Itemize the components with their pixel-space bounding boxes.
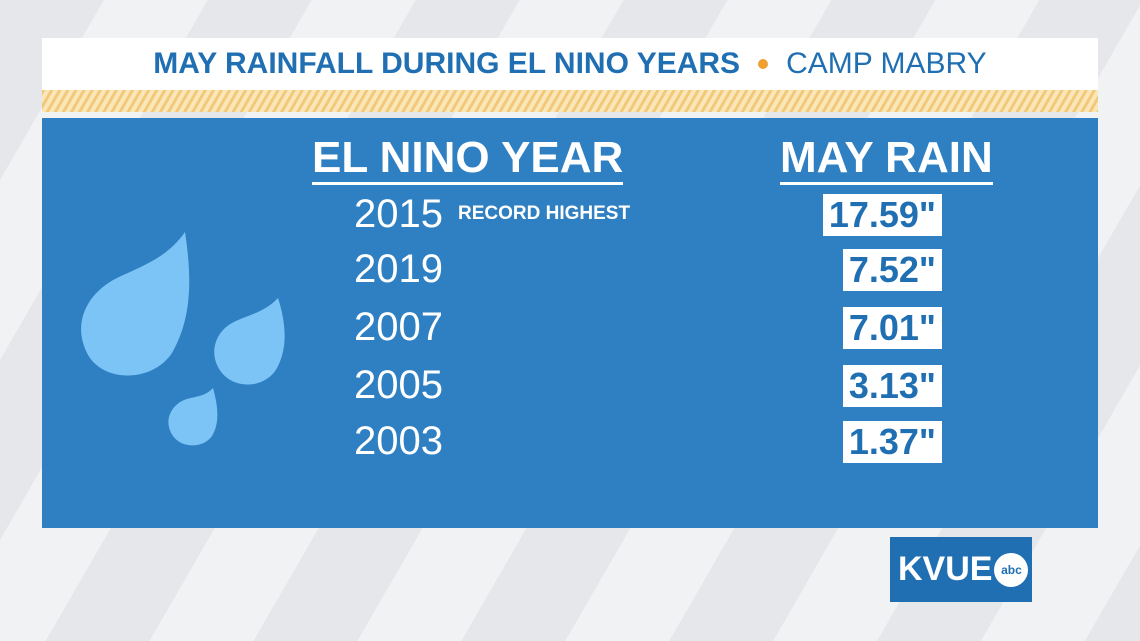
rain-value: 7.01" <box>842 307 942 349</box>
year: 2019 <box>354 247 443 291</box>
title-bar: MAY RAINFALL DURING EL NINO YEARS CAMP M… <box>42 38 1098 90</box>
note: RECORD HIGHEST <box>458 203 631 224</box>
drop <box>214 298 285 385</box>
year: 2005 <box>354 363 443 407</box>
bullet <box>758 59 769 69</box>
logo-network: abc <box>994 552 1029 587</box>
subtitle: CAMP MABRY <box>786 47 987 80</box>
rain-drops <box>81 232 285 446</box>
drop <box>168 388 218 446</box>
year: 2003 <box>354 419 443 463</box>
rain-value: 1.37" <box>842 421 942 463</box>
rain-value: 7.52" <box>842 249 942 291</box>
year: 2007 <box>354 305 443 349</box>
column-header: EL NINO YEAR <box>312 136 624 185</box>
rain-value: 17.59" <box>822 194 942 236</box>
logo: KVUE abc <box>890 537 1032 602</box>
logo-name: KVUE <box>898 550 993 588</box>
drop <box>81 232 190 376</box>
panel: EL NINO YEAR MAY RAIN 2015 RECORD HIGHEST… <box>42 118 1098 528</box>
year: 2015 <box>354 192 443 236</box>
rain-value: 3.13" <box>842 365 942 407</box>
column-header: MAY RAIN <box>780 136 993 185</box>
stripe <box>42 90 1098 112</box>
title: MAY RAINFALL DURING EL NINO YEARS <box>153 47 741 80</box>
